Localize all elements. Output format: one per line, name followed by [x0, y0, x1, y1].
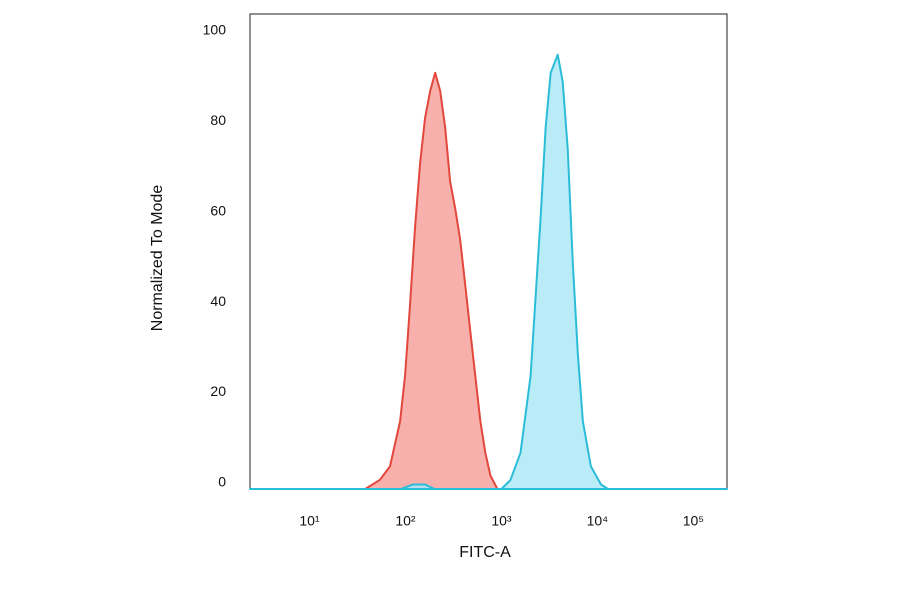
y-tick-label: 0 — [218, 474, 226, 490]
x-axis-label: FITC-A — [459, 544, 511, 561]
y-axis-label: Normalized To Mode — [149, 185, 166, 332]
x-tick-label: 10⁴ — [587, 513, 609, 529]
histogram-area — [249, 53, 728, 490]
x-tick-label: 10⁵ — [683, 513, 704, 529]
y-tick-label: 20 — [210, 383, 226, 399]
histogram-area — [364, 71, 499, 490]
x-tick-label: 10³ — [491, 513, 512, 529]
y-tick-label: 100 — [203, 21, 227, 37]
x-tick-label: 10¹ — [299, 513, 320, 529]
x-tick-label: 10² — [395, 513, 416, 529]
y-tick-label: 40 — [210, 293, 226, 309]
y-tick-label: 80 — [210, 112, 226, 128]
plot-frame — [249, 13, 728, 490]
y-tick-label: 60 — [210, 202, 226, 218]
